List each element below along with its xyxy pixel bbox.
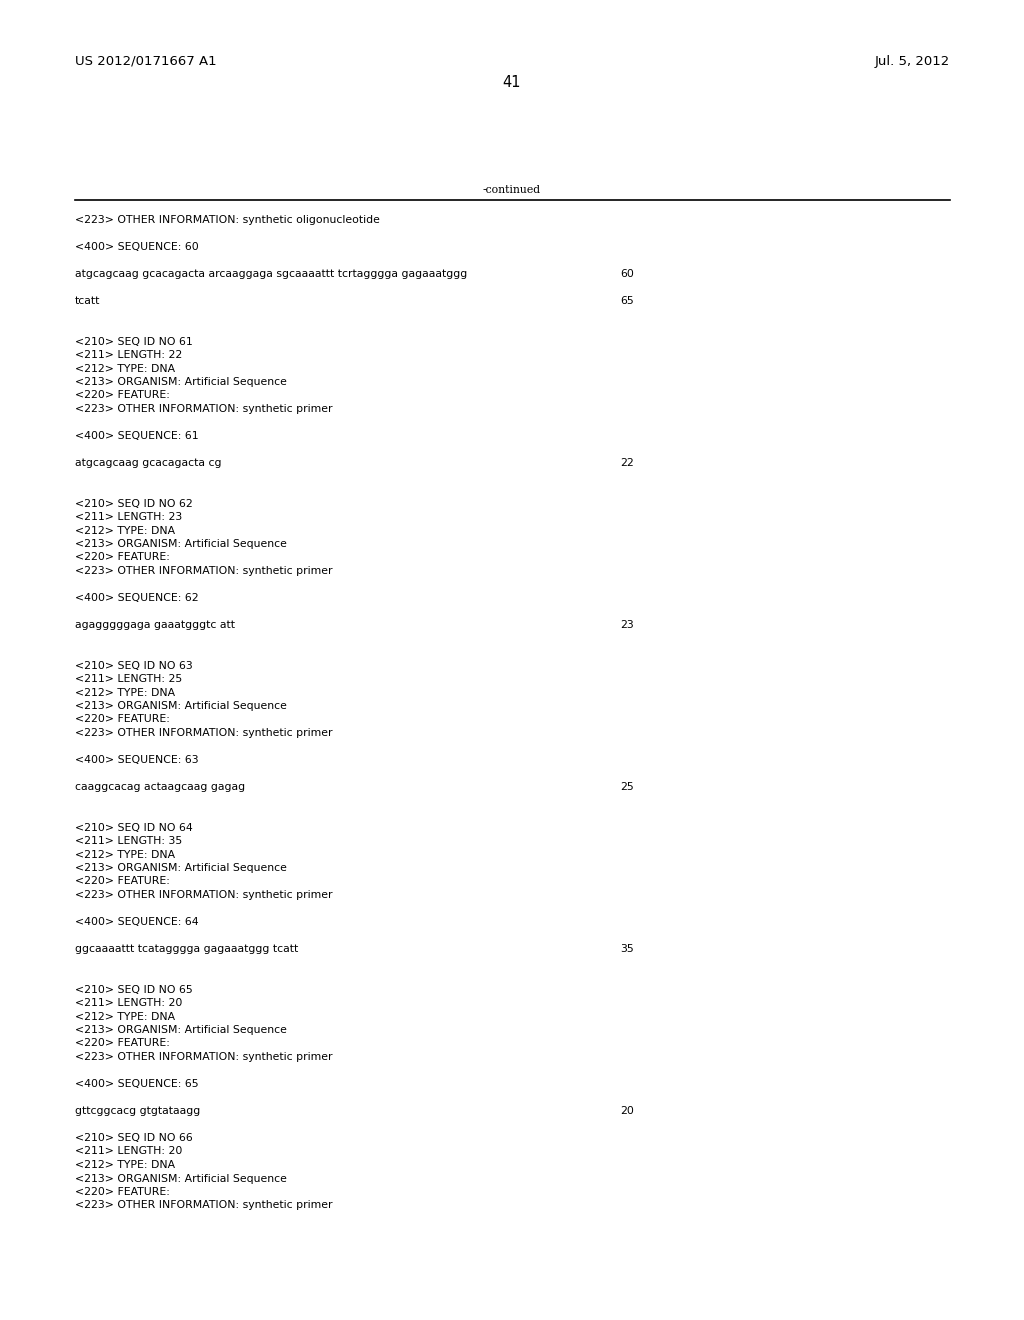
Text: agagggggaga gaaatgggtc att: agagggggaga gaaatgggtc att	[75, 620, 234, 630]
Text: <212> TYPE: DNA: <212> TYPE: DNA	[75, 1160, 175, 1170]
Text: 65: 65	[620, 296, 634, 306]
Text: <223> OTHER INFORMATION: synthetic primer: <223> OTHER INFORMATION: synthetic prime…	[75, 729, 333, 738]
Text: US 2012/0171667 A1: US 2012/0171667 A1	[75, 55, 217, 69]
Text: 25: 25	[620, 781, 634, 792]
Text: <223> OTHER INFORMATION: synthetic primer: <223> OTHER INFORMATION: synthetic prime…	[75, 1052, 333, 1063]
Text: <211> LENGTH: 22: <211> LENGTH: 22	[75, 350, 182, 360]
Text: <400> SEQUENCE: 61: <400> SEQUENCE: 61	[75, 432, 199, 441]
Text: <212> TYPE: DNA: <212> TYPE: DNA	[75, 688, 175, 697]
Text: -continued: -continued	[483, 185, 541, 195]
Text: <220> FEATURE:: <220> FEATURE:	[75, 1187, 170, 1197]
Text: atgcagcaag gcacagacta cg: atgcagcaag gcacagacta cg	[75, 458, 221, 469]
Text: <212> TYPE: DNA: <212> TYPE: DNA	[75, 525, 175, 536]
Text: <213> ORGANISM: Artificial Sequence: <213> ORGANISM: Artificial Sequence	[75, 1173, 287, 1184]
Text: <223> OTHER INFORMATION: synthetic primer: <223> OTHER INFORMATION: synthetic prime…	[75, 1200, 333, 1210]
Text: <212> TYPE: DNA: <212> TYPE: DNA	[75, 363, 175, 374]
Text: atgcagcaag gcacagacta arcaaggaga sgcaaaattt tcrtagggga gagaaatggg: atgcagcaag gcacagacta arcaaggaga sgcaaaa…	[75, 269, 467, 279]
Text: <223> OTHER INFORMATION: synthetic primer: <223> OTHER INFORMATION: synthetic prime…	[75, 566, 333, 576]
Text: <223> OTHER INFORMATION: synthetic primer: <223> OTHER INFORMATION: synthetic prime…	[75, 890, 333, 900]
Text: 22: 22	[620, 458, 634, 469]
Text: ggcaaaattt tcatagggga gagaaatggg tcatt: ggcaaaattt tcatagggga gagaaatggg tcatt	[75, 944, 298, 954]
Text: <210> SEQ ID NO 65: <210> SEQ ID NO 65	[75, 985, 193, 994]
Text: 20: 20	[620, 1106, 634, 1115]
Text: gttcggcacg gtgtataagg: gttcggcacg gtgtataagg	[75, 1106, 201, 1115]
Text: tcatt: tcatt	[75, 296, 100, 306]
Text: Jul. 5, 2012: Jul. 5, 2012	[874, 55, 950, 69]
Text: <210> SEQ ID NO 66: <210> SEQ ID NO 66	[75, 1133, 193, 1143]
Text: <211> LENGTH: 20: <211> LENGTH: 20	[75, 1147, 182, 1156]
Text: <400> SEQUENCE: 60: <400> SEQUENCE: 60	[75, 242, 199, 252]
Text: <223> OTHER INFORMATION: synthetic primer: <223> OTHER INFORMATION: synthetic prime…	[75, 404, 333, 414]
Text: <213> ORGANISM: Artificial Sequence: <213> ORGANISM: Artificial Sequence	[75, 378, 287, 387]
Text: <220> FEATURE:: <220> FEATURE:	[75, 391, 170, 400]
Text: <400> SEQUENCE: 64: <400> SEQUENCE: 64	[75, 917, 199, 927]
Text: <213> ORGANISM: Artificial Sequence: <213> ORGANISM: Artificial Sequence	[75, 863, 287, 873]
Text: <211> LENGTH: 23: <211> LENGTH: 23	[75, 512, 182, 521]
Text: <211> LENGTH: 35: <211> LENGTH: 35	[75, 836, 182, 846]
Text: <211> LENGTH: 20: <211> LENGTH: 20	[75, 998, 182, 1008]
Text: <220> FEATURE:: <220> FEATURE:	[75, 714, 170, 725]
Text: <223> OTHER INFORMATION: synthetic oligonucleotide: <223> OTHER INFORMATION: synthetic oligo…	[75, 215, 380, 224]
Text: 41: 41	[503, 75, 521, 90]
Text: caaggcacag actaagcaag gagag: caaggcacag actaagcaag gagag	[75, 781, 245, 792]
Text: <400> SEQUENCE: 65: <400> SEQUENCE: 65	[75, 1078, 199, 1089]
Text: <210> SEQ ID NO 64: <210> SEQ ID NO 64	[75, 822, 193, 833]
Text: <212> TYPE: DNA: <212> TYPE: DNA	[75, 1011, 175, 1022]
Text: <210> SEQ ID NO 61: <210> SEQ ID NO 61	[75, 337, 193, 346]
Text: <220> FEATURE:: <220> FEATURE:	[75, 876, 170, 887]
Text: <210> SEQ ID NO 63: <210> SEQ ID NO 63	[75, 660, 193, 671]
Text: <220> FEATURE:: <220> FEATURE:	[75, 553, 170, 562]
Text: <213> ORGANISM: Artificial Sequence: <213> ORGANISM: Artificial Sequence	[75, 701, 287, 711]
Text: <211> LENGTH: 25: <211> LENGTH: 25	[75, 675, 182, 684]
Text: 60: 60	[620, 269, 634, 279]
Text: <213> ORGANISM: Artificial Sequence: <213> ORGANISM: Artificial Sequence	[75, 539, 287, 549]
Text: <220> FEATURE:: <220> FEATURE:	[75, 1039, 170, 1048]
Text: <213> ORGANISM: Artificial Sequence: <213> ORGANISM: Artificial Sequence	[75, 1026, 287, 1035]
Text: <210> SEQ ID NO 62: <210> SEQ ID NO 62	[75, 499, 193, 508]
Text: 35: 35	[620, 944, 634, 954]
Text: 23: 23	[620, 620, 634, 630]
Text: <212> TYPE: DNA: <212> TYPE: DNA	[75, 850, 175, 859]
Text: <400> SEQUENCE: 62: <400> SEQUENCE: 62	[75, 593, 199, 603]
Text: <400> SEQUENCE: 63: <400> SEQUENCE: 63	[75, 755, 199, 766]
